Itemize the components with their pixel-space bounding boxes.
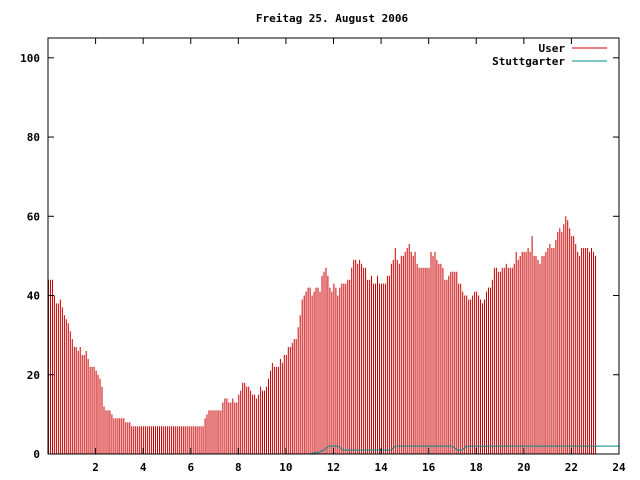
legend-label-stuttgarter: Stuttgarter <box>492 55 565 68</box>
stuttgarter-line-group <box>48 445 619 455</box>
y-tick-label: 40 <box>27 290 40 303</box>
x-tick-label: 20 <box>517 461 530 474</box>
user-bars <box>48 216 596 454</box>
chart-title: Freitag 25. August 2006 <box>256 12 409 25</box>
x-tick-label: 6 <box>187 461 194 474</box>
legend-label-user: User <box>539 42 566 55</box>
x-tick-label: 16 <box>422 461 436 474</box>
x-tick-label: 22 <box>565 461 578 474</box>
y-tick-label: 80 <box>27 131 40 144</box>
x-tick-label: 2 <box>92 461 99 474</box>
x-tick-label: 8 <box>235 461 242 474</box>
x-tick-label: 4 <box>140 461 147 474</box>
stuttgarter-line <box>48 445 619 455</box>
y-tick-label: 60 <box>27 210 40 223</box>
y-tick-label: 20 <box>27 369 40 382</box>
legend: User Stuttgarter <box>492 42 607 68</box>
x-tick-label: 24 <box>612 461 626 474</box>
y-tick-label: 0 <box>33 448 40 461</box>
y-tick-label: 100 <box>20 52 40 65</box>
x-tick-label: 12 <box>327 461 340 474</box>
x-tick-label: 14 <box>374 461 388 474</box>
x-tick-label: 10 <box>279 461 292 474</box>
x-tick-label: 18 <box>470 461 483 474</box>
